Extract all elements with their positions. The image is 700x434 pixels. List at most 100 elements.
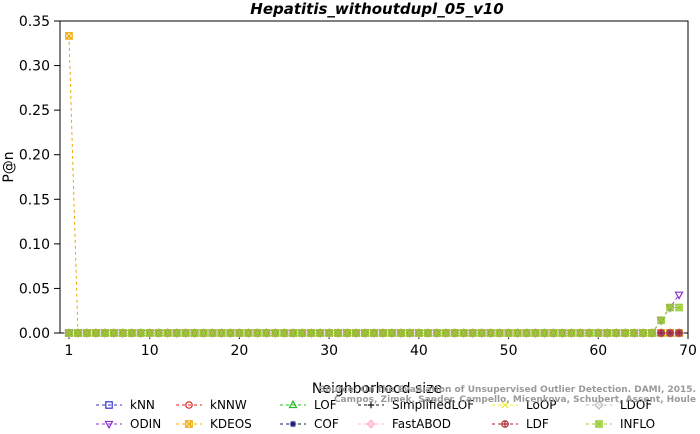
legend-label: SimplifiedLOF xyxy=(392,398,474,412)
y-tick-label: 0.05 xyxy=(19,281,50,297)
legend-marker xyxy=(501,401,509,409)
data-point-inflo xyxy=(271,329,280,337)
data-point-inflo xyxy=(244,329,253,337)
data-point-inflo xyxy=(325,329,333,337)
legend-label: FastABOD xyxy=(392,417,451,431)
watermark-line-1: Source: On the Evaluation of Unsupervise… xyxy=(319,385,696,395)
data-point-inflo xyxy=(424,329,432,337)
y-axis-label: P@n xyxy=(1,151,17,182)
legend-label: LDOF xyxy=(620,398,652,412)
data-point-inflo xyxy=(101,329,109,337)
data-point-inflo xyxy=(172,329,181,337)
data-point-inflo xyxy=(226,329,235,337)
series-kdeos xyxy=(65,32,683,337)
x-tick-label: 20 xyxy=(231,343,249,359)
series-line-odin xyxy=(68,294,680,334)
x-tick-label: 50 xyxy=(500,343,518,359)
y-tick-label: 0.00 xyxy=(19,326,50,342)
data-point-inflo xyxy=(567,329,576,337)
data-point-inflo xyxy=(352,329,360,337)
data-point-inflo xyxy=(298,329,307,337)
data-point-inflo xyxy=(477,329,486,337)
data-point-inflo xyxy=(208,329,217,337)
data-point-inflo xyxy=(388,329,396,337)
x-axis-label: Neighborhood size xyxy=(312,381,442,397)
legend-item-kdeos: KDEOS xyxy=(176,417,252,431)
legend-label: ODIN xyxy=(130,417,161,431)
x-tick-label: 1 xyxy=(65,343,74,359)
data-point-inflo xyxy=(145,329,154,337)
series-line-kdeos xyxy=(68,35,680,334)
y-tick-label: 0.15 xyxy=(19,192,50,208)
data-point-inflo xyxy=(549,329,558,337)
legend-marker xyxy=(367,401,375,409)
data-point-inflo xyxy=(181,329,190,337)
data-point-inflo xyxy=(459,329,468,337)
legend-item-knn: kNN xyxy=(96,398,155,412)
plot-axes: 1 10 20 30 40 50 60 70 0.00 0.05 0.10 0.15 0.20 0.25 0… xyxy=(19,14,697,359)
data-point-odin xyxy=(674,291,684,300)
data-point-inflo xyxy=(406,329,414,337)
data-point-inflo xyxy=(630,329,638,337)
data-point-inflo xyxy=(657,316,665,325)
data-point-inflo xyxy=(513,329,522,337)
data-point-inflo xyxy=(397,329,405,337)
legend-marker xyxy=(366,419,376,429)
data-point-inflo xyxy=(110,329,118,337)
legend-marker xyxy=(288,399,298,409)
y-tick-label: 0.20 xyxy=(19,148,50,164)
data-point-inflo xyxy=(504,329,513,337)
data-point-inflo xyxy=(433,329,441,337)
legend-label: LDF xyxy=(526,417,549,431)
data-point-kdeos xyxy=(65,32,73,40)
data-point-inflo xyxy=(154,329,163,337)
data-point-inflo xyxy=(127,329,136,337)
data-point-inflo xyxy=(522,329,531,337)
y-tick-label: 0.10 xyxy=(19,237,50,253)
data-point-inflo xyxy=(307,329,316,337)
data-point-inflo xyxy=(253,329,262,337)
x-tick-label: 60 xyxy=(589,343,607,359)
data-point-inflo xyxy=(468,329,477,337)
data-point-inflo xyxy=(379,329,387,337)
legend-label: KDEOS xyxy=(210,417,252,431)
legend-item-lof: LOF xyxy=(280,398,337,412)
legend-label: LoOP xyxy=(526,398,557,412)
y-tick-label: 0.25 xyxy=(19,103,50,119)
watermark-line-2: Campos, Zimek, Sander, Campello, Micenko… xyxy=(334,395,696,405)
data-point-inflo xyxy=(316,329,324,337)
legend-item-simplifiedlof: SimplifiedLOF xyxy=(358,398,474,412)
data-point-inflo xyxy=(495,329,504,337)
data-point-inflo xyxy=(217,329,226,337)
data-point-inflo xyxy=(361,329,369,337)
legend-label: kNNW xyxy=(210,398,247,412)
data-point-ldf xyxy=(657,329,665,337)
legend-item-cof: COF xyxy=(280,417,339,431)
data-point-inflo xyxy=(450,329,459,337)
data-point-inflo xyxy=(289,329,298,337)
data-point-inflo xyxy=(163,329,172,337)
legend-marker xyxy=(289,420,297,428)
x-tick-label: 70 xyxy=(679,343,697,359)
legend-marker xyxy=(104,420,114,430)
data-point-inflo xyxy=(74,329,82,337)
legend-marker xyxy=(185,401,193,409)
legend-item-ldof: LDOF xyxy=(586,398,652,412)
data-point-inflo xyxy=(441,329,450,337)
legend-item-knnw: kNNW xyxy=(176,398,247,412)
data-point-inflo xyxy=(540,329,549,337)
data-point-inflo xyxy=(334,329,342,337)
data-point-ldf xyxy=(666,329,674,337)
legend-marker xyxy=(105,401,113,409)
legend-marker xyxy=(185,420,193,428)
data-point-inflo xyxy=(92,329,100,337)
data-point-inflo xyxy=(83,329,91,337)
data-point-inflo xyxy=(621,329,630,337)
data-point-inflo xyxy=(65,329,73,337)
data-point-inflo xyxy=(235,329,244,337)
legend-item-fastabod: FastABOD xyxy=(358,417,451,431)
legend-label: COF xyxy=(314,417,339,431)
plot-frame xyxy=(59,20,689,334)
data-point-inflo xyxy=(648,329,656,337)
